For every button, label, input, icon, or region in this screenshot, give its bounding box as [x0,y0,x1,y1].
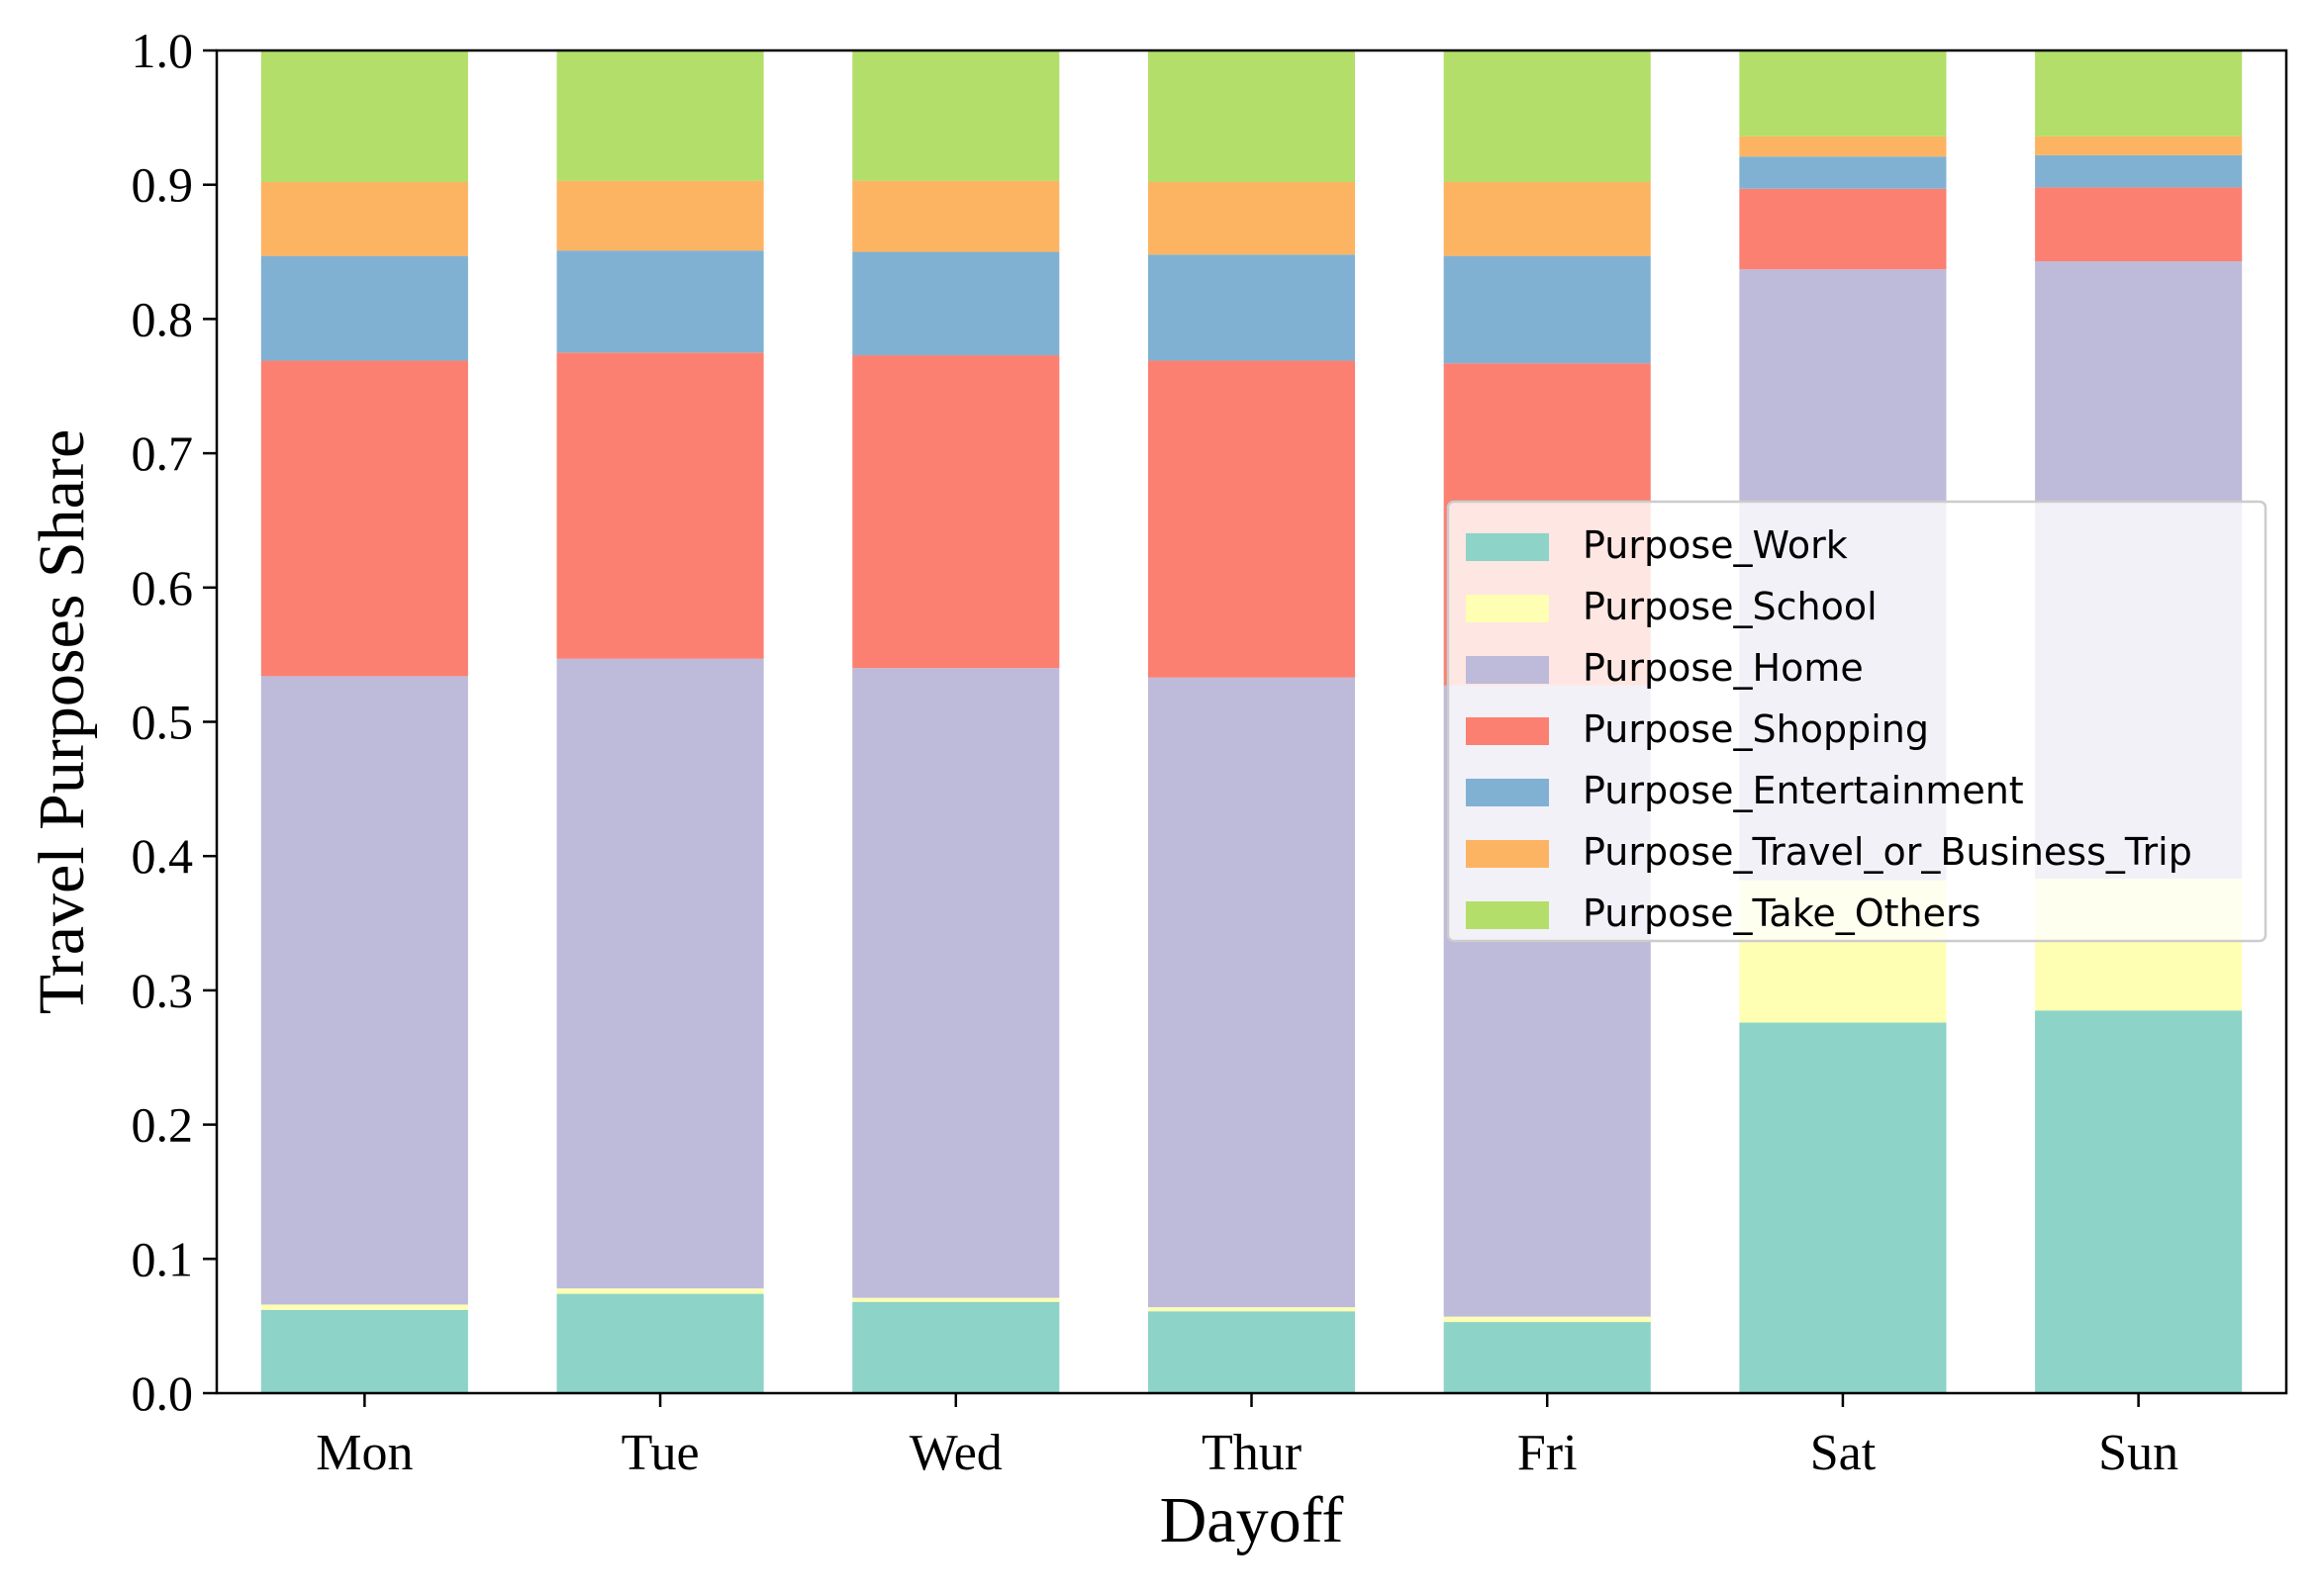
bar-tue-purpose-travel-or-business-trip [556,180,764,251]
legend-swatch [1466,533,1549,561]
y-tick-label: 0.3 [132,963,194,1018]
bar-wed-purpose-shopping [852,355,1060,669]
y-tick-label: 1.0 [132,23,194,78]
bar-thur-purpose-work [1147,1311,1356,1393]
legend: Purpose_Work Purpose_School Purpose_Home Pu… [1446,500,2268,943]
legend-swatch [1466,779,1549,806]
x-tick-label: Sun [2098,1425,2178,1481]
bar-fri-purpose-entertainment [1443,255,1651,364]
y-tick-label: 0.1 [132,1231,194,1286]
bar-sat-purpose-work [1739,1022,1947,1393]
x-tick-label: Tue [622,1425,700,1481]
bar-sat-purpose-travel-or-business-trip [1739,136,1947,157]
bar-wed-purpose-travel-or-business-trip [852,180,1060,252]
y-tick-label: 0.6 [132,560,194,615]
bar-sat-purpose-take-others [1739,50,1947,137]
bar-tue-purpose-shopping [556,352,764,659]
x-tick-label: Thur [1202,1425,1302,1481]
legend-label: Purpose_Home [1583,646,1864,690]
x-tick-label: Fri [1517,1425,1578,1481]
bar-tue-purpose-entertainment [556,250,764,353]
y-tick-label: 0.9 [132,157,194,213]
bar-fri-purpose-take-others [1443,50,1651,182]
y-tick-label: 0.5 [132,695,194,750]
bar-tue-purpose-work [556,1293,764,1393]
bar-mon-purpose-entertainment [260,255,468,361]
y-tick-label: 0.8 [132,291,194,346]
bar-mon-purpose-school [260,1304,468,1310]
legend-swatch [1466,595,1549,622]
legend-label: Purpose_Travel_or_Business_Trip [1583,830,2192,874]
legend-box [1446,500,2268,943]
legend-swatch [1466,717,1549,745]
bar-sun-purpose-work [2035,1010,2243,1393]
legend-label: Purpose_School [1583,585,1878,628]
bar-thur-purpose-shopping [1147,360,1356,678]
bar-wed-purpose-take-others [852,50,1060,181]
legend-label: Purpose_Shopping [1583,707,1929,751]
bar-sat-purpose-shopping [1739,188,1947,270]
bar-fri-purpose-work [1443,1322,1651,1393]
bar-tue-purpose-home [556,658,764,1289]
legend-label: Purpose_Work [1583,523,1848,567]
bar-sun-purpose-take-others [2035,50,2243,137]
bar-thur-purpose-take-others [1147,50,1356,182]
y-axis: 0.0 0.1 0.2 0.3 0.4 0.5 0.6 0.7 0.8 0.9 1.0 [132,23,217,1421]
bar-fri-purpose-travel-or-business-trip [1443,181,1651,256]
x-axis-title: Dayoff [1160,1484,1344,1556]
bar-tue-purpose-school [556,1288,764,1294]
y-axis-title: Travel Purposes Share [26,429,98,1015]
bar-tue-purpose-take-others [556,50,764,181]
x-tick-label: Mon [316,1425,413,1481]
x-tick-label: Wed [910,1425,1003,1481]
legend-label: Purpose_Entertainment [1583,769,2024,812]
bar-thur-purpose-travel-or-business-trip [1147,181,1356,255]
legend-swatch [1466,901,1549,929]
y-tick-label: 0.4 [132,828,194,884]
legend-swatch [1466,840,1549,868]
bar-thur-purpose-entertainment [1147,254,1356,361]
bar-mon-purpose-travel-or-business-trip [260,181,468,256]
bar-wed-purpose-entertainment [852,251,1060,356]
bar-sun-purpose-entertainment [2035,154,2243,188]
bar-mon-purpose-work [260,1309,468,1393]
bar-thur-purpose-home [1147,677,1356,1308]
x-axis: Mon Tue Wed Thur Fri Sat Sun [316,1393,2178,1481]
y-tick-label: 0.7 [132,425,194,481]
bar-sun-purpose-travel-or-business-trip [2035,136,2243,155]
y-tick-label: 0.2 [132,1097,194,1153]
y-tick-label: 0.0 [132,1365,194,1421]
bar-wed-purpose-home [852,668,1060,1298]
bar-wed-purpose-school [852,1297,1060,1302]
bar-sat-purpose-entertainment [1739,156,1947,189]
legend-swatch [1466,656,1549,684]
bar-sun-purpose-shopping [2035,187,2243,262]
bar-wed-purpose-work [852,1301,1060,1393]
bar-mon-purpose-home [260,676,468,1305]
bar-mon-purpose-shopping [260,360,468,677]
bar-mon-purpose-take-others [260,50,468,182]
x-tick-label: Sat [1810,1425,1877,1481]
bar-fri-purpose-school [1443,1316,1651,1323]
legend-label: Purpose_Take_Others [1583,892,1980,935]
bar-thur-purpose-school [1147,1307,1356,1312]
